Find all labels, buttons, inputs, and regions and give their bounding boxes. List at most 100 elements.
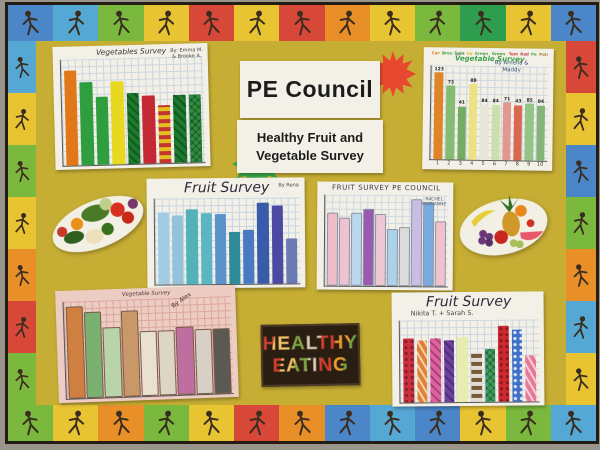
pe-council-sign: PE Council Healthy Fruit and Vegetable S… [232,51,416,189]
athlete-figure-icon [203,10,220,36]
bar [362,197,375,286]
border-panel [8,301,36,353]
border-panel [8,353,36,405]
bar [338,196,351,286]
bar [374,197,387,287]
bar: 123 [433,67,444,160]
eating-word: EATING [272,353,350,377]
bar [139,301,159,397]
vegetable-platter-photo [39,172,158,276]
chart-fruit-survey-rena: Fruit Survey By Rena [146,177,306,289]
bar [511,322,523,402]
bar [350,196,363,286]
athlete-figure-icon [475,410,492,436]
bar [484,322,496,402]
border-panel [98,405,144,441]
bar [402,323,415,403]
chart-plot-area [153,197,301,286]
chart-title: Vegetable Survey [121,290,171,298]
bar [157,300,178,396]
athlete-figure-icon [429,10,446,36]
athlete-figure-icon [384,10,401,36]
border-panel [566,249,596,301]
athlete-figure-icon [248,10,265,36]
athlete-figure-icon [15,264,30,286]
bar [102,302,123,398]
athlete-figure-icon [339,410,356,436]
athlete-figure-icon [384,410,401,436]
bar [186,201,199,285]
bar [141,60,157,164]
chart-vegetable-survey-alex: Vegetable Survey By Alex [55,284,239,404]
border-panel [234,5,280,41]
bar [175,299,196,395]
bar [326,196,339,286]
x-axis-label: 8 [515,161,519,168]
bar-value-label: 43 [515,99,522,105]
bar [243,200,255,284]
bar: 71 [502,68,512,161]
bar [156,59,172,164]
bar: 84 [490,68,501,161]
chart-author: By Amelia & Maddy [494,60,529,74]
bar [172,201,184,285]
bar [430,322,442,403]
bar [497,322,510,402]
bar [422,197,435,287]
bar [194,299,214,395]
bar [470,322,483,402]
bar [229,200,241,284]
subtitle-line: Healthy Fruit and [256,129,364,145]
athlete-figure-icon [113,410,130,436]
bar [416,323,428,403]
chart-author: Nikita T. + Sarah S. [410,309,474,318]
border-panel [279,5,325,41]
bar: 88 [468,68,478,160]
chart-title: Fruit Survey [183,179,270,197]
chart-plot-area [398,319,540,404]
athlete-figure-icon [429,410,446,436]
border-panel [8,145,36,197]
border-panel [460,5,506,41]
athlete-figure-icon [15,160,30,182]
border-panel [234,405,280,441]
chart-vegetables-survey: Vegetables Survey By: Emma M. & Brooke A… [52,42,211,171]
bar [126,60,141,165]
border-panel [8,405,54,441]
athlete-figure-icon [565,10,582,36]
athlete-figure-icon [475,10,492,36]
athlete-figure-icon [15,108,29,130]
x-axis-label: 3 [458,160,462,167]
survey-subtitle-paper: Healthy Fruit and Vegetable Survey [237,120,383,173]
bar [285,200,298,284]
border-panel [53,5,99,41]
bulletin-board: Vegetables Survey By: Emma M. & Brooke A… [5,2,599,444]
chart-author: By: Emma M. & Brooke A. [170,47,204,60]
bar-value-label: 84 [537,100,545,106]
border-panel [53,405,99,441]
bar: 73 [445,67,456,160]
bar [64,62,79,166]
bar [525,322,537,402]
chart-plot-area [323,194,449,288]
border-panel [143,5,189,41]
bar [110,60,126,165]
bar [443,322,455,403]
athlete-figure-icon [67,10,84,36]
x-axis-label: 7 [504,161,508,168]
bar [65,303,87,399]
bar [95,61,110,165]
athlete-figure-icon [565,410,582,436]
athlete-figure-icon [573,264,589,287]
athlete-figure-icon [15,56,30,78]
page-title: PE Council [246,76,374,102]
sports-border-left [8,41,36,405]
bar [257,200,270,284]
chart-author: By Rena [278,182,299,189]
healthy-word: HEALTHY [262,332,359,356]
bar [200,201,213,285]
border-panel [566,93,596,145]
x-axis-label: 2 [447,160,451,167]
bar [172,59,187,163]
border-panel [8,5,54,41]
